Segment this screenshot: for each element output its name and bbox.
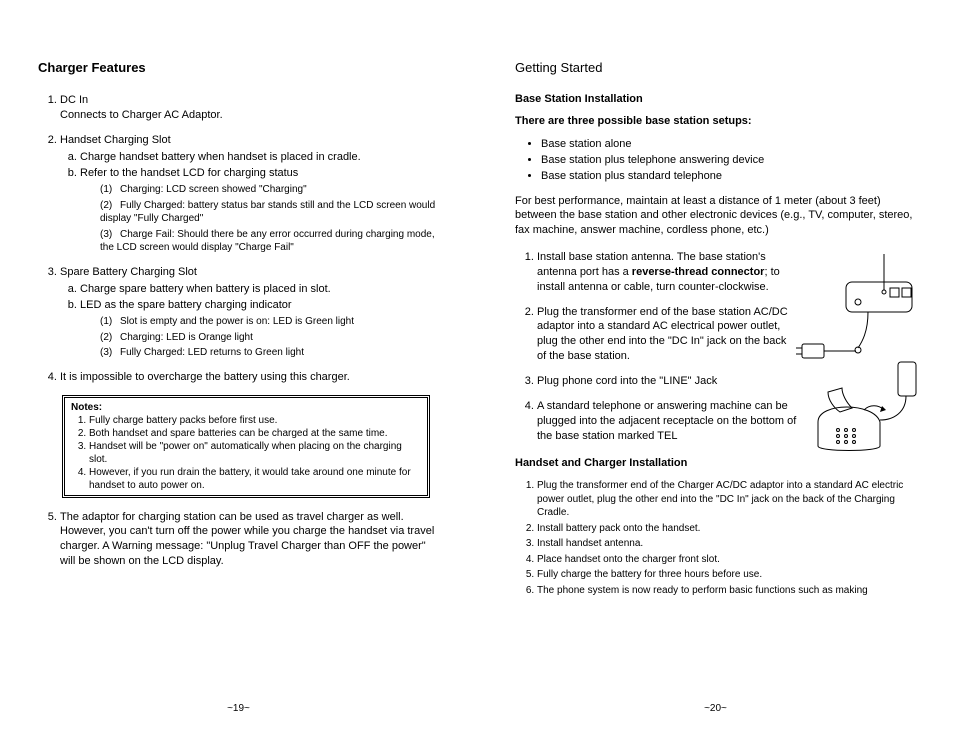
charger-features-title: Charger Features — [38, 60, 439, 75]
page-number-right: ~20~ — [477, 703, 954, 714]
item-overcharge: It is impossible to overcharge the batte… — [60, 370, 439, 385]
install-steps: Install base station antenna. The base s… — [515, 250, 797, 443]
install-step-1: Install base station antenna. The base s… — [537, 250, 797, 295]
page-right: Getting Started Base Station Installatio… — [477, 0, 954, 738]
setups-list: Base station alone Base station plus tel… — [515, 137, 916, 184]
item-dc-in: DC In Connects to Charger AC Adaptor. — [60, 93, 439, 123]
install-step-2: Plug the transformer end of the base sta… — [537, 305, 797, 364]
item-5-list: The adaptor for charging station can be … — [38, 510, 439, 569]
charger-features-list: DC In Connects to Charger AC Adaptor. Ha… — [38, 93, 439, 385]
handset-install-list: Plug the transformer end of the Charger … — [515, 479, 916, 597]
page-number-left: ~19~ — [0, 703, 477, 714]
item-spare-slot: Spare Battery Charging Slot Charge spare… — [60, 265, 439, 360]
setups-title: There are three possible base station se… — [515, 115, 916, 127]
item-handset-slot: Handset Charging Slot Charge handset bat… — [60, 133, 439, 255]
item-travel-charger: The adaptor for charging station can be … — [60, 510, 439, 569]
notes-box: Notes: Fully charge battery packs before… — [62, 395, 430, 498]
getting-started-title: Getting Started — [515, 60, 916, 75]
page-left: Charger Features DC In Connects to Charg… — [0, 0, 477, 738]
install-step-3: Plug phone cord into the "LINE" Jack — [537, 374, 797, 389]
base-station-subheading: Base Station Installation — [515, 93, 916, 105]
install-step-4: A standard telephone or answering machin… — [537, 399, 797, 444]
base-station-diagram — [794, 252, 924, 472]
performance-note: For best performance, maintain at least … — [515, 194, 916, 239]
